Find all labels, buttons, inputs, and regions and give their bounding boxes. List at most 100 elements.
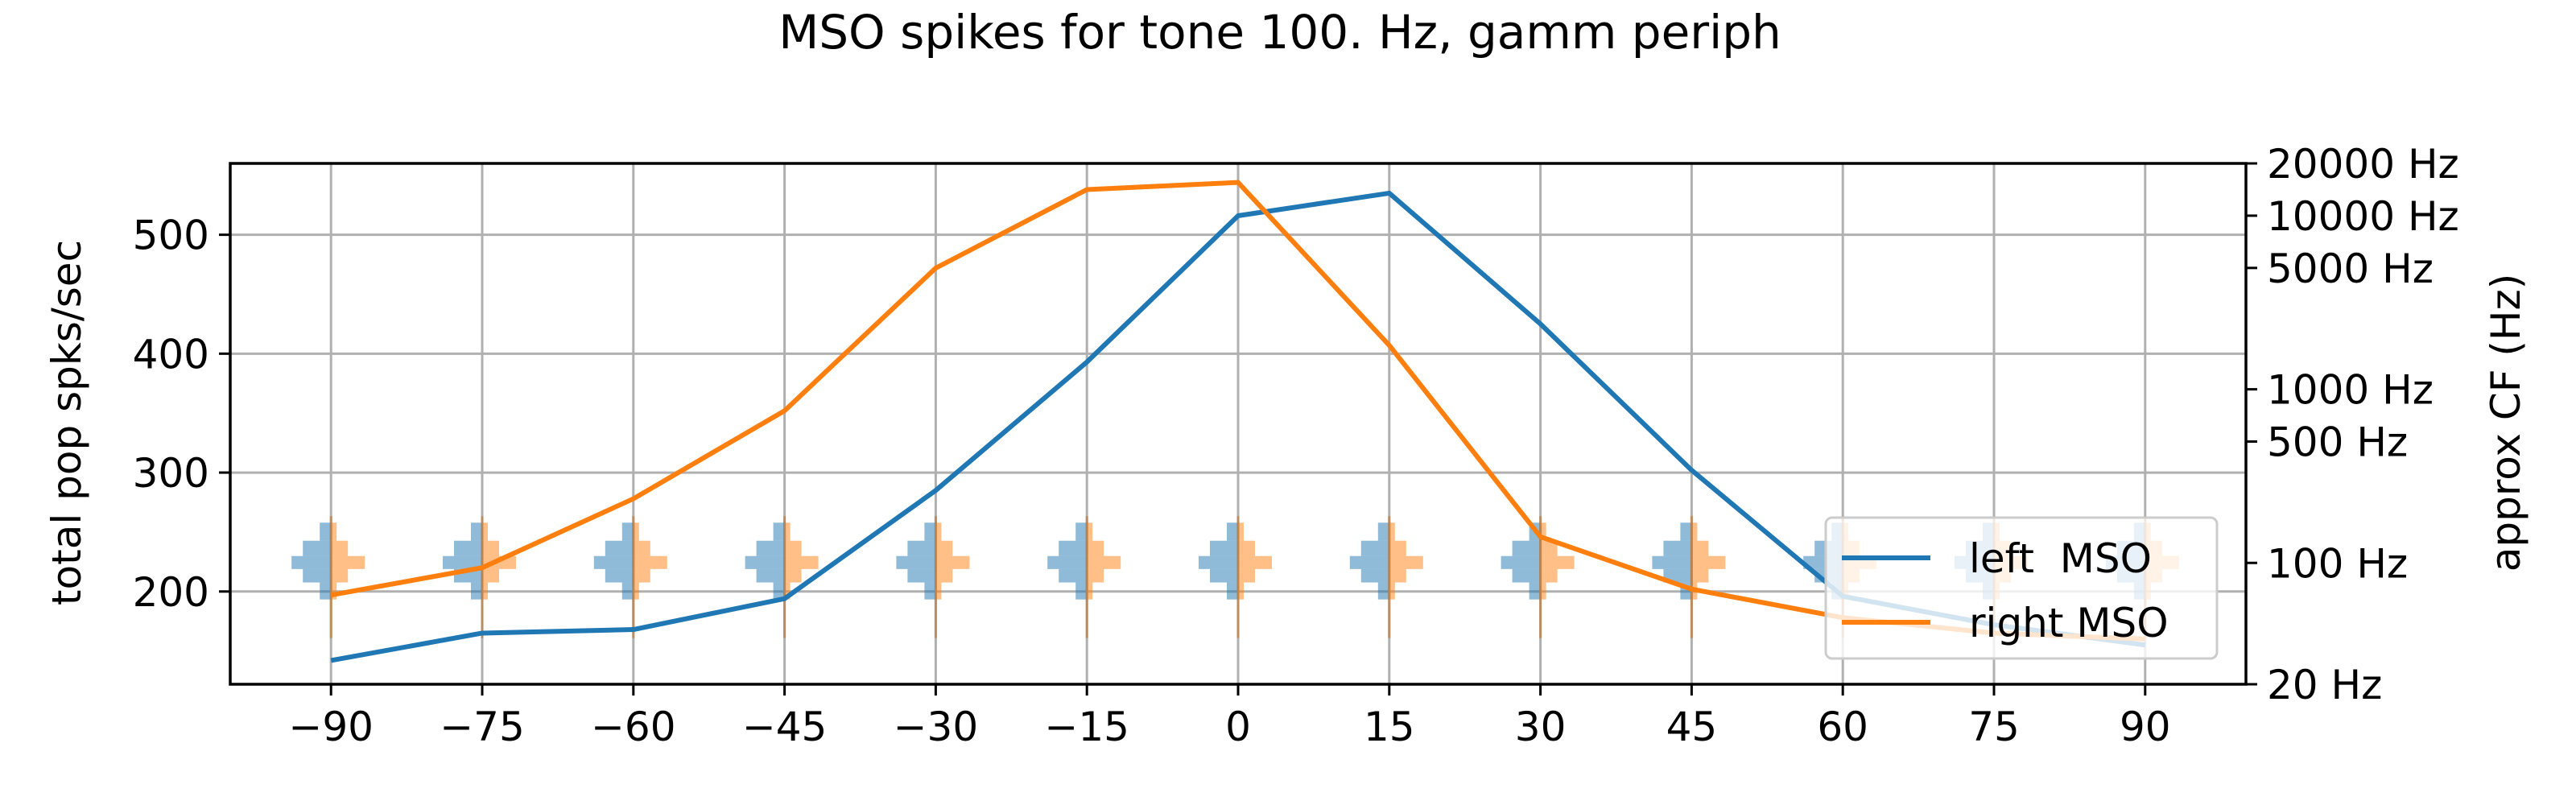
- histogram-bar-right: [935, 540, 953, 556]
- x-tick-label: −90: [288, 704, 374, 750]
- histogram-bar-right: [482, 582, 488, 600]
- y-axis-left: 200 300 400 500: [133, 213, 230, 616]
- histogram-bar-left: [1047, 555, 1088, 569]
- histogram-bar-right: [1540, 568, 1558, 583]
- y-tick-label: 200: [133, 569, 209, 616]
- histogram-bar-right: [784, 555, 819, 569]
- histogram-bar-left: [1512, 568, 1541, 583]
- histogram-bar-left: [1680, 522, 1692, 541]
- histogram-bar-left: [320, 582, 332, 600]
- histogram-bar-right: [1238, 568, 1255, 583]
- histogram-bar-right: [1540, 540, 1558, 556]
- histogram-bar-left: [773, 522, 785, 541]
- x-tick-label: 0: [1225, 704, 1251, 750]
- histogram-bar-left: [1227, 522, 1238, 541]
- histogram-bar-right: [482, 540, 499, 556]
- histogram-bar-right: [1087, 540, 1104, 556]
- histogram-bar-right: [1691, 522, 1698, 541]
- histogram-bar-left: [1210, 568, 1238, 583]
- histogram-bar-right: [935, 555, 970, 569]
- histogram-bar-right: [331, 540, 349, 556]
- histogram-bar-left: [1529, 582, 1541, 600]
- histogram-bar-right: [784, 540, 802, 556]
- histogram-bar-left: [1377, 582, 1389, 600]
- histogram-bar-right: [331, 522, 337, 541]
- y-tick-label: 400: [133, 331, 209, 378]
- histogram-bar-left: [924, 522, 936, 541]
- histogram-bar-left: [1663, 540, 1692, 556]
- y-right-tick-label: 20 Hz: [2267, 662, 2382, 708]
- x-tick-label: 90: [2120, 704, 2171, 750]
- histogram-bar-right: [1389, 582, 1395, 600]
- legend-label: left MSO: [1969, 535, 2152, 582]
- histogram-bar-left: [291, 555, 332, 569]
- histogram-bar-right: [784, 568, 802, 583]
- histogram-bar-right: [331, 582, 337, 600]
- histogram-bar-right: [482, 568, 499, 583]
- histogram-bar-right: [1691, 540, 1709, 556]
- histogram-bar-right: [1238, 522, 1244, 541]
- legend-label: right MSO: [1969, 600, 2169, 646]
- histogram-bar-left: [1377, 522, 1389, 541]
- histogram-bar-left: [1059, 568, 1088, 583]
- histogram-bar-right: [331, 568, 349, 583]
- histogram-bar-right: [1238, 555, 1272, 569]
- histogram-bar-left: [303, 568, 332, 583]
- histogram-bar-left: [320, 522, 332, 541]
- x-tick-label: −45: [742, 704, 828, 750]
- histogram-bar-left: [1075, 582, 1088, 600]
- x-axis: −90 −75 −60 −45 −30 −15 0 15 30 45 60 75 90: [288, 684, 2171, 750]
- histogram-bar-right: [935, 582, 942, 600]
- histogram-bar-left: [756, 540, 785, 556]
- histogram-bar-left: [1349, 555, 1389, 569]
- histogram-bar-left: [1210, 540, 1238, 556]
- histogram-bar-left: [1501, 555, 1541, 569]
- y-right-tick-label: 5000 Hz: [2267, 246, 2434, 292]
- histogram-bar-right: [633, 522, 639, 541]
- histogram-bar-right: [633, 582, 639, 600]
- x-tick-label: 75: [1968, 704, 2020, 750]
- histogram-bar-right: [331, 555, 365, 569]
- y-right-tick-label: 1000 Hz: [2267, 367, 2434, 414]
- histogram-bar-left: [907, 540, 936, 556]
- histogram-bar-right: [1389, 568, 1406, 583]
- histogram-bar-right: [784, 582, 791, 600]
- histogram-bar-left: [1075, 522, 1088, 541]
- histogram-bar-left: [471, 582, 482, 600]
- histogram-bar-right: [1691, 568, 1709, 583]
- histogram-bar-right: [935, 568, 953, 583]
- histogram-bar-left: [773, 582, 785, 600]
- x-tick-label: 15: [1364, 704, 1415, 750]
- histogram-bar-left: [756, 568, 785, 583]
- histogram-bar-right: [1238, 582, 1244, 600]
- histogram-bar-right: [1389, 555, 1423, 569]
- histogram-bar-left: [1059, 540, 1088, 556]
- x-tick-label: 30: [1515, 704, 1567, 750]
- histogram-bar-right: [1540, 522, 1546, 541]
- y-right-tick-label: 20000 Hz: [2267, 141, 2459, 188]
- histogram-bar-left: [1227, 582, 1238, 600]
- histogram-bar-left: [454, 540, 482, 556]
- histogram-bar-left: [621, 522, 634, 541]
- histogram-bar-left: [1512, 540, 1541, 556]
- histogram-bar-right: [1087, 568, 1104, 583]
- legend: left MSO right MSO: [1824, 516, 2219, 660]
- x-tick-label: 60: [1817, 704, 1868, 750]
- histogram-bar-right: [482, 522, 488, 541]
- histogram-bar-right: [1087, 522, 1093, 541]
- histogram-bar-left: [593, 555, 634, 569]
- y-axis-right-label: approx CF (Hz): [2483, 274, 2529, 572]
- histogram-bar-right: [1540, 582, 1546, 600]
- histogram-bar-right: [1691, 555, 1726, 569]
- y-axis-right: 20 Hz 100 Hz 500 Hz 1000 Hz 5000 Hz 10000 Hz 2…: [2246, 141, 2459, 708]
- histogram-bar-left: [1360, 540, 1389, 556]
- histogram-bar-left: [896, 555, 936, 569]
- x-tick-label: −15: [1044, 704, 1129, 750]
- y-right-tick-label: 10000 Hz: [2267, 193, 2459, 240]
- histogram-bar-right: [1087, 582, 1093, 600]
- histogram-bar-left: [924, 582, 936, 600]
- histogram-bar-right: [633, 540, 650, 556]
- histogram-bar-left: [471, 522, 482, 541]
- histogram-bar-left: [605, 540, 634, 556]
